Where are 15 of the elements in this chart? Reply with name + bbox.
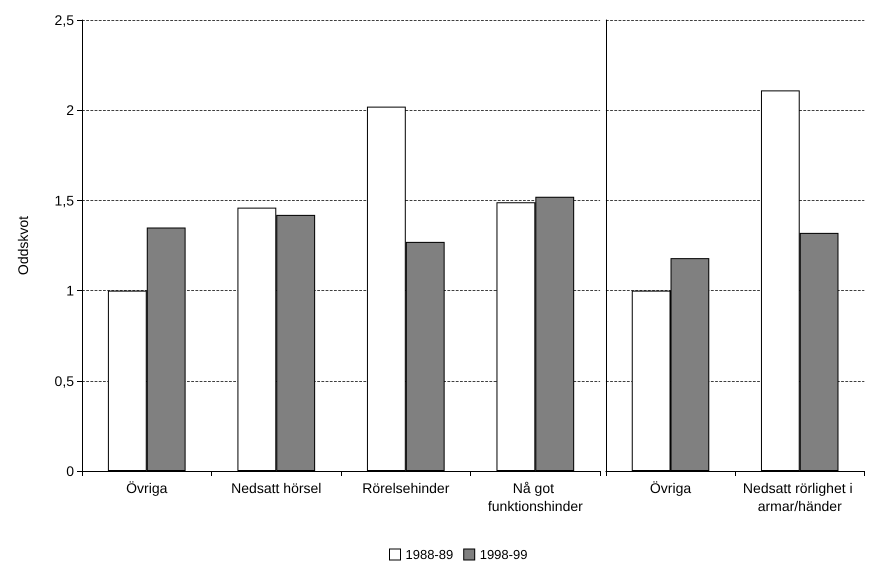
x-tick-label: Rörelsehinder (362, 480, 450, 496)
x-tick-label: Övriga (126, 480, 168, 496)
x-tick-label: Nedsatt rörlighet i armar/händer (742, 480, 856, 514)
x-tick-label: Övriga (650, 480, 692, 496)
x-tick-label: Nedsatt hörsel (231, 480, 322, 496)
y-tick-label: 0 (66, 463, 74, 479)
y-tick-label: 2 (66, 102, 74, 118)
x-tick-label: Nå got funktionshinder (488, 480, 584, 514)
y-tick-label: 2,5 (54, 12, 74, 28)
y-tick-label: 0,5 (54, 372, 74, 389)
y-axis-title: Oddskvot (15, 216, 31, 276)
y-tick-label: 1 (66, 282, 74, 299)
y-tick-label: 1,5 (54, 192, 74, 208)
legend-label: 1988-89 (406, 547, 454, 562)
legend-label: 1998-99 (480, 547, 528, 562)
